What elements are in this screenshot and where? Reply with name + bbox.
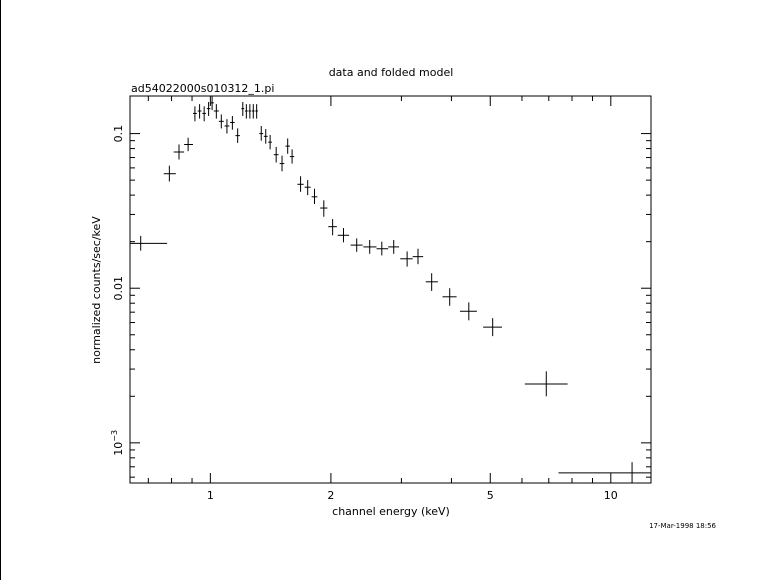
data-points — [130, 96, 651, 483]
x-axis-label: channel energy (keV) — [332, 505, 450, 518]
data-point — [268, 134, 272, 150]
data-point — [425, 273, 438, 291]
data-point — [311, 188, 318, 205]
data-point — [400, 251, 413, 267]
data-point — [558, 462, 651, 483]
data-point — [202, 106, 206, 122]
data-point — [184, 137, 193, 152]
window-edge — [0, 0, 1, 580]
data-point — [376, 241, 389, 256]
x-tick-label: 10 — [604, 489, 618, 502]
data-point — [230, 115, 235, 130]
data-point — [442, 288, 457, 306]
data-point — [459, 302, 477, 321]
data-point — [251, 104, 255, 119]
y-axis-ticks: 0.1 0.01 10−3 — [110, 125, 651, 478]
data-point — [224, 119, 230, 134]
x-tick-label: 1 — [207, 489, 214, 502]
plot-frame — [129, 95, 652, 484]
data-point — [210, 96, 214, 111]
data-point — [248, 104, 252, 119]
data-point — [192, 106, 197, 122]
data-point — [255, 104, 258, 119]
data-point — [279, 155, 285, 172]
y-tick-label: 0.1 — [112, 125, 125, 143]
x-tick-label: 2 — [327, 489, 334, 502]
x-tick-label: 5 — [487, 489, 494, 502]
data-point — [244, 104, 248, 119]
data-point — [218, 114, 224, 129]
data-point — [412, 248, 424, 265]
data-point — [197, 104, 202, 119]
data-point — [337, 228, 350, 243]
y-tick-label-base: 10 — [112, 442, 125, 456]
data-point — [273, 146, 279, 163]
data-point — [206, 102, 211, 116]
data-point — [350, 238, 363, 252]
y-axis-label: normalized counts/sec/keV — [90, 216, 103, 364]
data-point — [483, 318, 503, 337]
y-tick-label: 0.01 — [112, 276, 125, 301]
data-point — [241, 102, 245, 116]
timestamp: 17-Mar-1998 18:56 — [649, 522, 716, 530]
data-point — [285, 138, 290, 154]
data-point — [130, 235, 168, 251]
data-point — [304, 180, 311, 196]
data-point — [363, 240, 377, 254]
chart-title: data and folded model — [329, 66, 454, 79]
data-point — [297, 176, 304, 192]
data-point — [213, 104, 219, 119]
data-point — [388, 240, 400, 254]
y-tick-label-base: 0.1 — [112, 125, 125, 143]
data-point — [163, 165, 176, 182]
data-point — [173, 144, 185, 160]
y-tick-label-exponent: −3 — [110, 430, 119, 442]
data-point — [328, 219, 337, 236]
data-point — [263, 129, 268, 144]
x-axis-ticks: 1 2 5 10 — [147, 96, 618, 502]
data-point — [289, 149, 295, 164]
data-point — [320, 200, 328, 217]
chart-subtitle: ad54022000s010312_1.pi — [131, 82, 274, 95]
y-tick-label: 10−3 — [110, 430, 125, 456]
data-point — [235, 128, 240, 143]
y-tick-label-base: 0.01 — [112, 276, 125, 301]
data-point — [524, 371, 568, 397]
data-point — [259, 125, 264, 141]
